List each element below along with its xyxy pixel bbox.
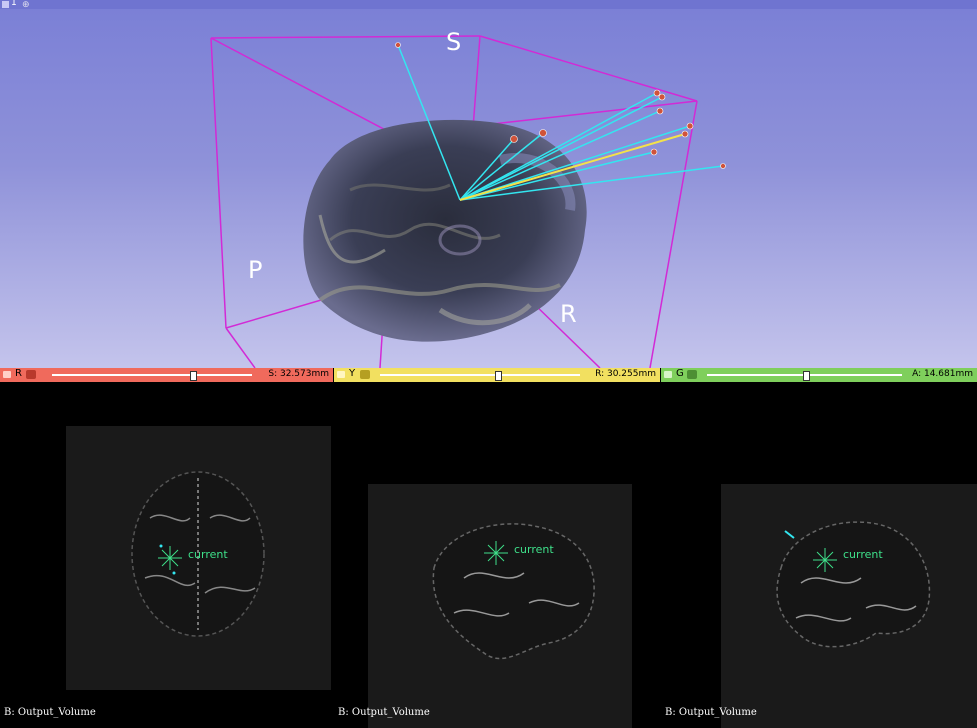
- crosshair-label: current: [514, 543, 554, 556]
- crosshair-label: current: [188, 548, 228, 561]
- fiducial-markers[interactable]: [395, 42, 726, 169]
- orientation-label-right: R: [560, 300, 577, 328]
- orientation-label-posterior: P: [248, 256, 263, 284]
- 3d-view-controller-bar[interactable]: 1 ⊕: [0, 0, 977, 10]
- link-icon[interactable]: [26, 370, 36, 379]
- link-icon[interactable]: [687, 370, 697, 379]
- slice-offset-value: A: 14.681mm: [912, 369, 973, 379]
- slider-thumb[interactable]: [803, 371, 810, 381]
- slider-thumb[interactable]: [495, 371, 502, 381]
- slice-offset-value: R: 30.255mm: [595, 369, 656, 379]
- slice-letter: R: [15, 368, 22, 379]
- fiducial-trajectory-lines: [397, 44, 724, 201]
- slice-letter: Y: [349, 368, 356, 379]
- coronal-brain-slice: [776, 521, 931, 648]
- yellow-slice-controller-bar[interactable]: Y R: 30.255mm: [334, 368, 660, 382]
- red-slice-view[interactable]: R S: 32.573mm current B: Output_Volume: [0, 368, 333, 728]
- crosshair-icon: [484, 541, 508, 565]
- pin-icon[interactable]: [664, 371, 672, 378]
- crosshair-icon: [813, 548, 837, 572]
- crosshair-icon: [158, 546, 182, 570]
- orientation-label-superior: S: [446, 28, 462, 56]
- green-slice-controller-bar[interactable]: G A: 14.681mm: [661, 368, 977, 382]
- pin-icon[interactable]: [337, 371, 345, 378]
- slice-offset-slider[interactable]: [380, 371, 580, 381]
- center-view-icon[interactable]: ⊕: [22, 0, 30, 10]
- axial-brain-slice: [131, 471, 265, 637]
- slice-offset-slider[interactable]: [707, 371, 902, 381]
- link-icon[interactable]: [360, 370, 370, 379]
- red-slice-controller-bar[interactable]: R S: 32.573mm: [0, 368, 333, 382]
- volume-caption: B: Output_Volume: [665, 707, 757, 718]
- slider-thumb[interactable]: [190, 371, 197, 381]
- slice-offset-value: S: 32.573mm: [268, 369, 329, 379]
- layout-number: 1: [11, 0, 17, 8]
- brain-volume-rendering: [303, 119, 587, 342]
- 3d-render[interactable]: [0, 0, 977, 368]
- slice-letter: G: [676, 368, 684, 379]
- crosshair-label: current: [843, 548, 883, 561]
- 3d-view[interactable]: 1 ⊕: [0, 0, 977, 368]
- pin-icon[interactable]: [3, 371, 11, 378]
- volume-caption: B: Output_Volume: [338, 707, 430, 718]
- slice-offset-slider[interactable]: [52, 371, 252, 381]
- pin-icon[interactable]: [2, 1, 9, 8]
- yellow-slice-view[interactable]: Y R: 30.255mm current B: Output_Volume: [334, 368, 660, 728]
- sagittal-brain-slice: [432, 523, 595, 660]
- green-slice-view[interactable]: G A: 14.681mm current B: Output_Volume: [661, 368, 977, 728]
- volume-caption: B: Output_Volume: [4, 707, 96, 718]
